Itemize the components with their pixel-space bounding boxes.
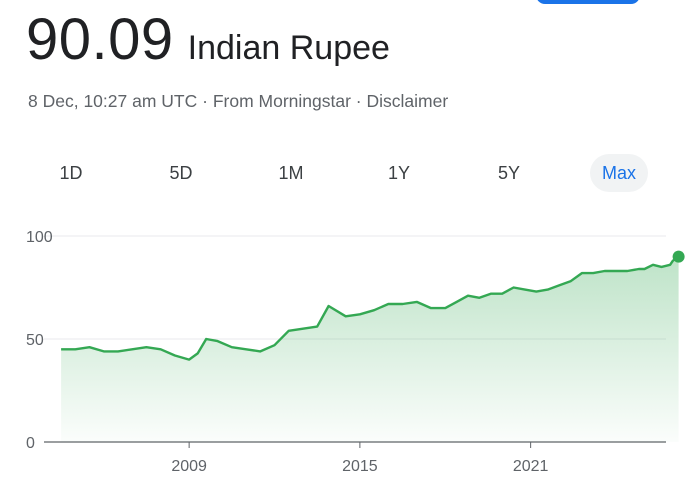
price-meta: 8 Dec, 10:27 am UTC · From Morningstar ·… [28,91,448,112]
tab-5d[interactable]: 5D [158,154,204,192]
tab-5y[interactable]: 5Y [486,154,532,192]
tab-max[interactable]: Max [590,154,648,192]
tab-label: 5Y [497,162,521,183]
y-axis-labels: 0 50 100 [26,229,53,452]
tab-label: Max [601,162,636,183]
y-tick-label: 100 [26,229,53,246]
x-tick-label: 2021 [513,458,549,475]
meta-separator: · [355,91,362,111]
x-axis: 2009 2015 2021 [171,442,549,475]
chart-svg: 0 50 100 2009 2015 2021 [26,229,685,475]
tab-1d[interactable]: 1D [48,154,94,192]
price-area [61,256,679,442]
tab-label: 5D [169,162,193,183]
y-tick-label: 50 [26,332,44,349]
tab-1m[interactable]: 1M [266,154,316,192]
source-link[interactable]: From Morningstar [212,91,351,111]
x-tick-label: 2015 [342,458,378,475]
tab-label: 1M [278,162,304,183]
tab-label: 1D [59,162,83,183]
meta-separator: · [202,91,208,111]
disclaimer-link[interactable]: Disclaimer [366,91,449,111]
timestamp: 8 Dec, 10:27 am UTC [28,91,198,111]
x-tick-label: 2009 [171,458,207,475]
currency-name: Indian Rupee [187,29,390,67]
last-price-marker [672,250,685,263]
price-value: 90.09 [26,7,174,72]
top-action-button[interactable] [536,0,640,4]
y-tick-label: 0 [26,435,35,452]
tab-1y[interactable]: 1Y [376,154,422,192]
tab-label: 1Y [387,162,411,183]
price-header: 90.09 Indian Rupee [26,6,390,73]
price-line [61,255,680,361]
price-chart: 0 50 100 2009 2015 2021 [0,226,690,498]
range-tabs: 1D 5D 1M 1Y 5Y Max [0,150,690,196]
